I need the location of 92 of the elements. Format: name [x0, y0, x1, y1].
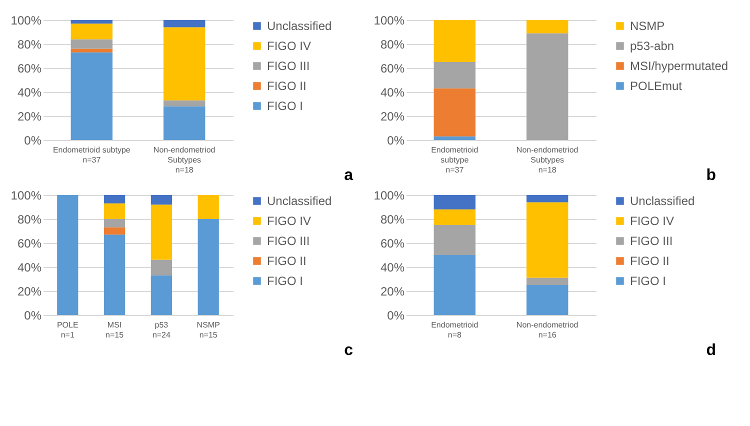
legend-label: Unclassified [267, 19, 332, 33]
bar [434, 225, 476, 255]
bar [70, 20, 113, 24]
bar [163, 106, 206, 140]
y-tick-label: 80% [17, 212, 42, 226]
bar [70, 48, 113, 52]
legend-label: FIGO I [267, 274, 303, 288]
bar [434, 20, 476, 62]
bar [434, 255, 476, 315]
x-tick-label: Endometrioid subtype n=37 [431, 146, 478, 174]
y-tick-label: 0% [24, 308, 42, 322]
legend-label: FIGO II [630, 254, 670, 268]
bar [150, 204, 172, 260]
y-tick-label: 80% [380, 38, 405, 52]
legend-label: FIGO I [630, 274, 666, 288]
bar [150, 260, 172, 276]
bar [104, 234, 126, 315]
y-tick-label: 60% [380, 62, 405, 76]
bar [526, 285, 568, 315]
bar [70, 39, 113, 49]
bar [526, 33, 568, 140]
y-tick-label: 100% [374, 188, 405, 202]
bar [198, 195, 219, 219]
bar [163, 20, 206, 28]
x-tick-label: p53 n=24 [152, 320, 172, 340]
bar [104, 219, 126, 228]
bar [104, 203, 126, 219]
x-tick-label: NSMP n=15 [196, 320, 220, 340]
bar [434, 195, 476, 210]
bar [434, 88, 476, 136]
x-tick-label: Endometrioid n=8 [431, 320, 478, 340]
legend-label: FIGO II [267, 254, 306, 268]
bar [434, 209, 476, 225]
bar [526, 20, 568, 34]
legend-label: FIGO IV [267, 39, 312, 53]
legend-label: FIGO IV [630, 214, 674, 228]
y-tick-label: 40% [380, 260, 405, 274]
bar [163, 27, 206, 100]
y-tick-label: 20% [17, 284, 42, 298]
bar [70, 52, 113, 140]
bar [434, 62, 476, 88]
x-tick-label: Non-endometriod Subtypes n=18 [153, 146, 216, 174]
legend-label: FIGO I [267, 99, 303, 113]
y-tick-label: 60% [17, 236, 42, 250]
y-tick-label: 100% [10, 188, 42, 202]
y-tick-label: 0% [387, 308, 405, 322]
x-tick-label: Non-endometriod n=16 [516, 320, 578, 340]
y-tick-label: 100% [374, 14, 405, 28]
y-tick-label: 100% [10, 14, 42, 28]
y-tick-label: 20% [380, 284, 405, 298]
y-tick-label: 60% [17, 62, 42, 76]
y-tick-label: 40% [17, 86, 42, 100]
bar [434, 136, 476, 140]
legend-label: FIGO IV [267, 214, 312, 228]
legend-label: MSI/hypermutated [630, 59, 728, 73]
y-tick-label: 0% [387, 134, 405, 148]
bar [57, 195, 78, 315]
y-tick-label: 80% [380, 212, 405, 226]
legend-label: NSMP [630, 19, 665, 33]
legend-label: FIGO III [267, 234, 310, 248]
bar [150, 275, 172, 315]
y-tick-label: 60% [380, 236, 405, 250]
bar [150, 195, 172, 205]
legend-label: Unclassified [630, 194, 695, 208]
bar [70, 24, 113, 40]
bar [104, 227, 126, 235]
x-tick-label: POLE n=1 [56, 320, 78, 340]
y-tick-label: 80% [17, 38, 42, 52]
bar [198, 219, 219, 315]
legend-label: p53-abn [630, 39, 674, 53]
legend-label: FIGO III [267, 59, 310, 73]
x-tick-label: Non-endometriod Subtypes n=18 [516, 146, 578, 174]
y-tick-label: 40% [380, 86, 405, 100]
y-tick-label: 0% [24, 134, 42, 148]
bar [104, 195, 126, 204]
bar [526, 278, 568, 285]
y-tick-label: 40% [17, 260, 42, 274]
bar [526, 202, 568, 278]
text: d [706, 342, 716, 359]
x-tick-label: MSI n=15 [106, 320, 124, 340]
legend-label: FIGO III [630, 234, 673, 248]
y-tick-label: 20% [17, 110, 42, 124]
bar [526, 195, 568, 202]
bar [163, 100, 206, 106]
y-tick-label: 20% [380, 110, 405, 124]
legend-label: FIGO II [267, 79, 306, 93]
text: c [344, 342, 354, 359]
x-tick-label: Endometrioid subtype n=37 [52, 146, 131, 164]
text: b [706, 167, 716, 184]
legend-label: POLEmut [630, 79, 683, 93]
text: a [344, 167, 354, 184]
legend-label: Unclassified [267, 194, 332, 208]
